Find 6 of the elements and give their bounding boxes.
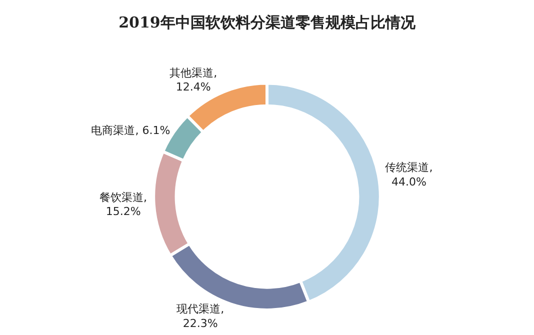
slice-label: 传统渠道, 44.0% bbox=[385, 161, 433, 189]
slice-label: 现代渠道, 22.3% bbox=[176, 302, 224, 330]
slice-label: 电商渠道, 6.1% bbox=[91, 124, 170, 137]
slice-label: 其他渠道, 12.4% bbox=[170, 66, 218, 94]
chart-title: 2019年中国软饮料分渠道零售规模占比情况 bbox=[118, 13, 416, 32]
slice-label: 餐饮渠道, 15.2% bbox=[100, 190, 148, 218]
